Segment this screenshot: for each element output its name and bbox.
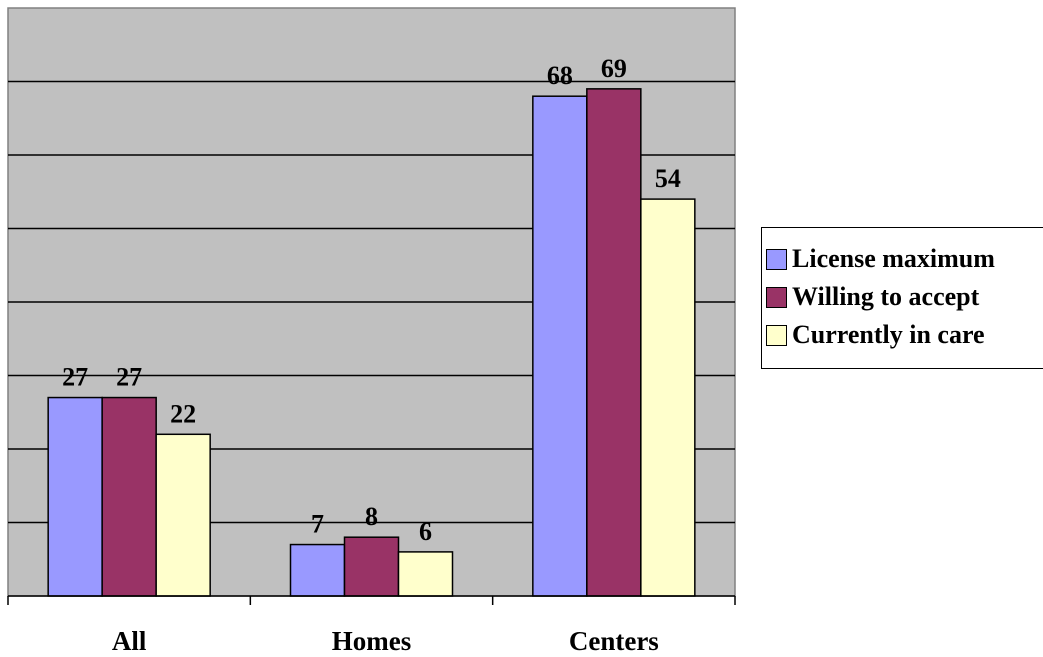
bar-centers-currently-in-care bbox=[640, 198, 696, 597]
bar-all-willing-to-accept bbox=[101, 396, 157, 597]
data-label: 27 bbox=[116, 363, 142, 392]
legend-swatch-license-maximum bbox=[766, 248, 787, 270]
bars bbox=[47, 88, 696, 597]
bar-homes-license-maximum bbox=[289, 543, 346, 597]
bar-homes-willing-to-accept bbox=[343, 536, 400, 597]
data-label: 22 bbox=[170, 399, 196, 428]
legend-swatch-currently-in-care bbox=[766, 324, 787, 346]
data-label: 69 bbox=[601, 54, 627, 83]
legend-label: Willing to accept bbox=[792, 282, 980, 311]
data-label: 6 bbox=[419, 517, 432, 546]
legend-label: Currently in care bbox=[792, 320, 985, 349]
bar-all-currently-in-care bbox=[155, 433, 211, 597]
legend-label: License maximum bbox=[792, 244, 995, 273]
data-label: 68 bbox=[547, 61, 573, 90]
legend-item-currently-in-care: Currently in care bbox=[766, 316, 1043, 354]
x-tick-label: Centers bbox=[569, 626, 659, 656]
bar-centers-willing-to-accept bbox=[586, 88, 642, 597]
bar-homes-currently-in-care bbox=[397, 551, 454, 597]
bar-centers-license-maximum bbox=[532, 95, 588, 597]
data-label: 8 bbox=[365, 502, 378, 531]
data-labels: 27 27 22 7 8 6 68 69 54 bbox=[62, 54, 681, 546]
data-label: 54 bbox=[655, 164, 681, 193]
legend-item-license-maximum: License maximum bbox=[766, 240, 1043, 278]
bar-all-license-maximum bbox=[47, 396, 103, 597]
legend-item-willing-to-accept: Willing to accept bbox=[766, 278, 1043, 316]
data-label: 27 bbox=[62, 363, 88, 392]
legend-swatch-willing-to-accept bbox=[766, 286, 787, 308]
legend: License maximum Willing to accept Curren… bbox=[761, 227, 1043, 369]
x-tick-label: Homes bbox=[332, 626, 411, 656]
x-axis: All Homes Centers bbox=[7, 595, 736, 656]
x-tick-label: All bbox=[112, 626, 147, 656]
data-label: 7 bbox=[311, 510, 324, 539]
